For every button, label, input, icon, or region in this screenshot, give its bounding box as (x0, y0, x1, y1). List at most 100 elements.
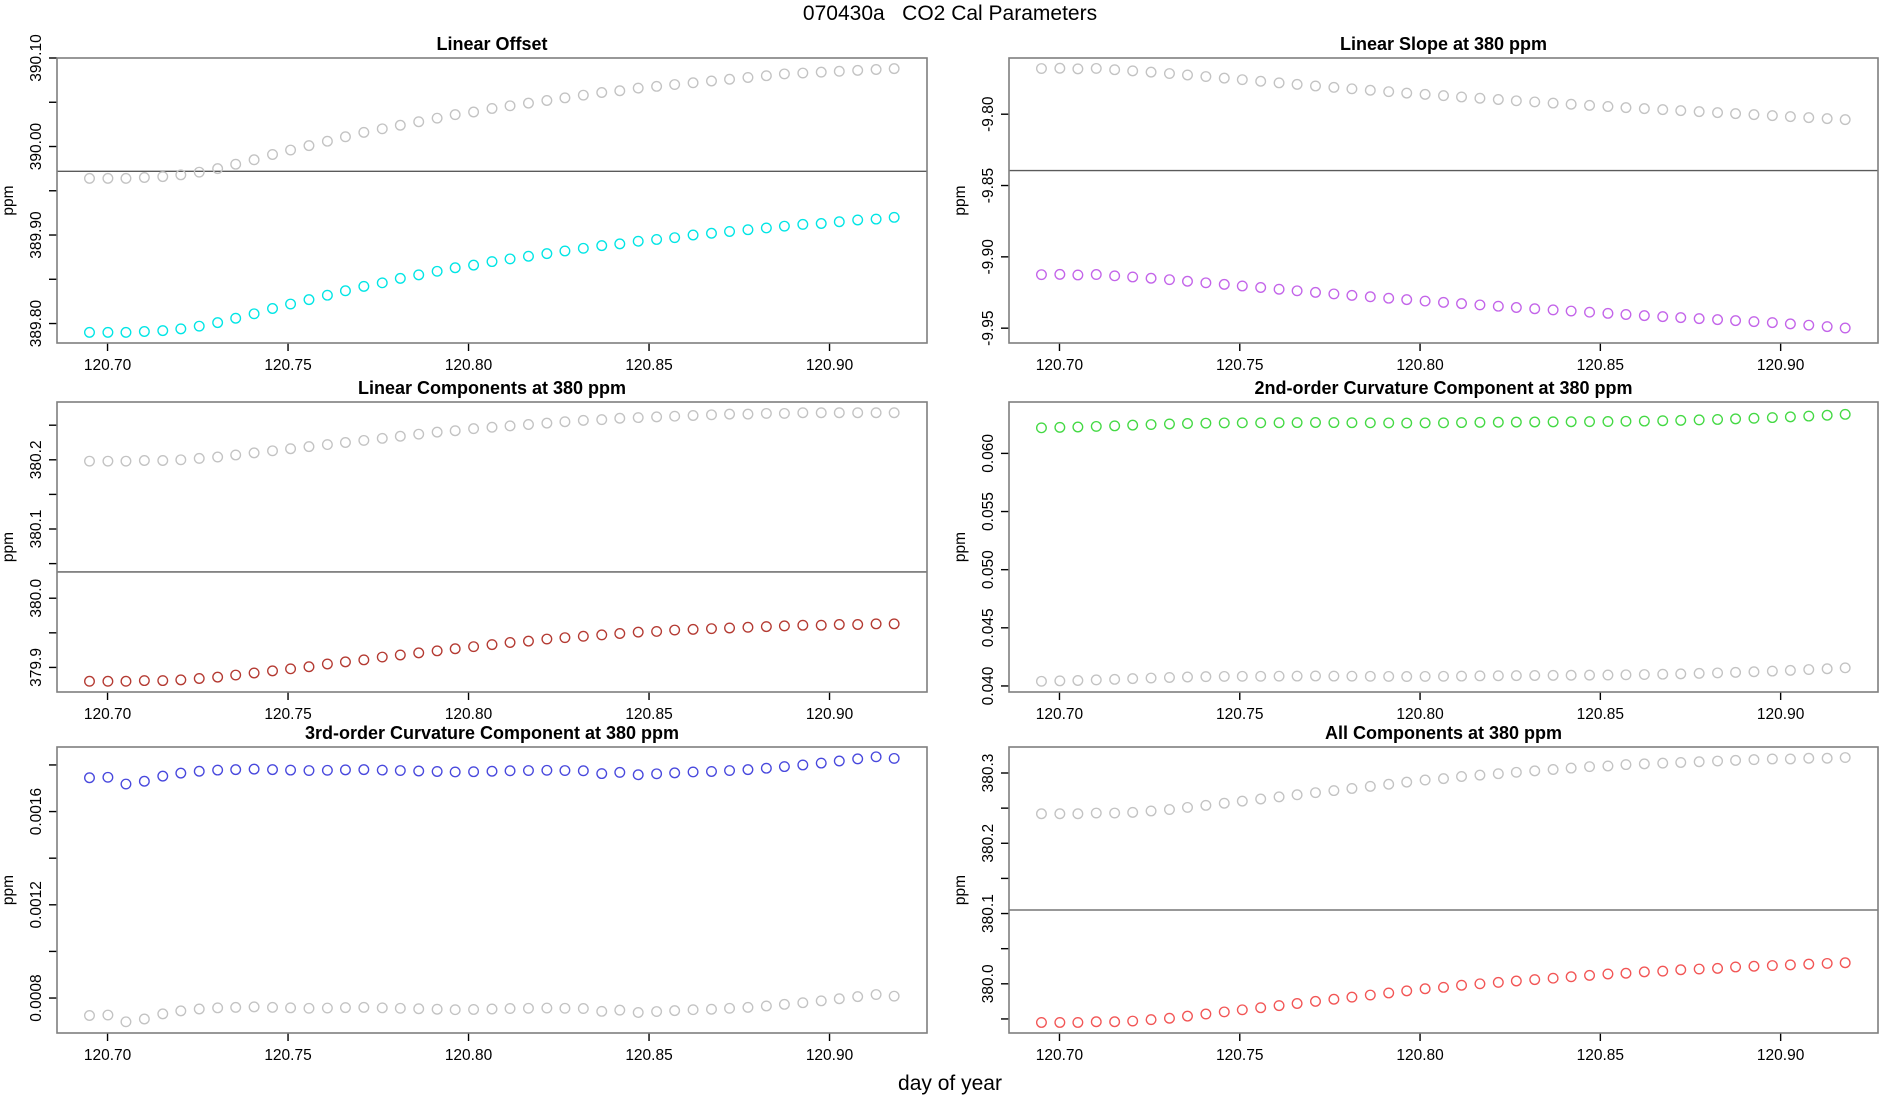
data-point (1438, 296, 1449, 308)
data-point (1328, 785, 1340, 797)
data-point (1510, 416, 1522, 428)
data-point (431, 645, 443, 657)
y-tick-label: 389.90 (28, 211, 45, 259)
data-point (833, 993, 845, 1005)
data-point (120, 326, 132, 338)
data-point (888, 63, 900, 75)
data-point (797, 67, 809, 79)
data-point (596, 1005, 608, 1017)
data-point (559, 416, 571, 428)
data-point (1766, 960, 1778, 972)
data-point (596, 87, 608, 98)
data-point (84, 326, 95, 338)
data-point (1438, 417, 1449, 429)
data-point (1456, 670, 1468, 682)
data-point (1438, 773, 1449, 785)
data-point (449, 1004, 461, 1016)
data-point (577, 89, 589, 101)
data-point (724, 408, 736, 420)
data-point (303, 294, 315, 306)
data-point (687, 229, 699, 241)
data-point (541, 1002, 553, 1014)
data-point (431, 265, 443, 277)
data-point (449, 425, 461, 437)
data-point (1657, 668, 1669, 680)
data-point (522, 97, 534, 109)
data-point (138, 326, 150, 337)
data-point (760, 1000, 772, 1012)
data-point (157, 325, 169, 337)
data-point (815, 66, 827, 78)
data-point (1035, 422, 1047, 434)
data-point (138, 455, 150, 466)
data-point (1163, 68, 1175, 80)
data-point (1730, 666, 1742, 678)
data-point (1748, 960, 1760, 972)
x-tick-label: 120.85 (1577, 1047, 1624, 1064)
data-point (1839, 322, 1851, 334)
data-point (1364, 780, 1376, 792)
series-cyan (84, 211, 900, 338)
data-point (1620, 415, 1632, 427)
data-point (852, 991, 864, 1003)
data-point (522, 419, 534, 430)
data-point (1419, 774, 1431, 786)
data-point (1145, 672, 1157, 684)
series-magenta (1035, 268, 1851, 334)
data-point (212, 764, 224, 776)
data-point (321, 658, 333, 670)
data-point (1364, 670, 1376, 682)
data-point (632, 626, 644, 638)
data-point (138, 675, 150, 687)
data-point (1492, 768, 1504, 780)
data-point (632, 235, 644, 247)
data-point (1145, 419, 1157, 431)
data-point (888, 752, 900, 764)
data-point (1200, 71, 1212, 83)
data-point (120, 1016, 132, 1028)
panel-title: Linear Slope at 380 ppm (1340, 34, 1547, 54)
data-point (1620, 967, 1632, 979)
data-point (1419, 670, 1431, 682)
data-point (1620, 308, 1632, 320)
data-point (1328, 993, 1340, 1005)
data-point (321, 764, 333, 776)
panel-border (56, 401, 928, 693)
data-point (230, 669, 242, 681)
data-point (376, 651, 388, 663)
data-point (468, 423, 480, 435)
data-point (1127, 65, 1139, 77)
data-point (815, 757, 827, 769)
data-point (541, 417, 553, 429)
y-tick-label: 380.2 (28, 440, 45, 479)
data-point (1310, 670, 1321, 682)
data-point (1145, 805, 1157, 817)
data-point (1310, 80, 1321, 92)
data-point (1109, 270, 1121, 282)
data-point (1291, 417, 1303, 429)
data-point (1346, 83, 1358, 95)
data-point (760, 70, 772, 82)
data-point (1310, 286, 1321, 298)
data-point (1712, 667, 1724, 679)
y-tick-label: 380.0 (980, 964, 997, 1003)
data-point (1712, 755, 1724, 767)
data-point (1510, 766, 1522, 778)
data-point (888, 618, 900, 630)
y-axis-label: ppm (952, 185, 969, 215)
y-axis-label: ppm (0, 875, 17, 905)
data-point (1456, 91, 1468, 103)
data-point (1730, 108, 1742, 120)
data-point (1766, 317, 1778, 329)
data-point (1109, 420, 1121, 432)
y-tick-label: 380.2 (980, 824, 997, 863)
data-point (1273, 77, 1285, 89)
data-point (1456, 771, 1468, 782)
data-point (651, 1006, 663, 1018)
data-point (1419, 295, 1431, 307)
data-point (504, 100, 516, 112)
data-point (120, 455, 132, 467)
data-point (1401, 985, 1413, 997)
x-tick-label: 120.70 (84, 357, 132, 374)
data-point (669, 624, 681, 636)
